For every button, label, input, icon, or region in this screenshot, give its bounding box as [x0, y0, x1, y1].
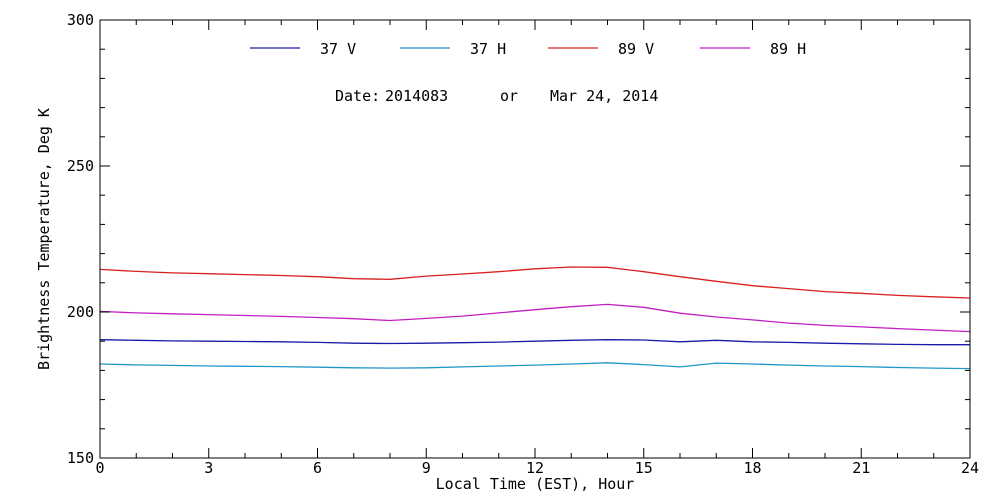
date-label: Date:: [335, 87, 380, 105]
x-tick-label: 15: [635, 459, 653, 477]
legend-label-37-h: 37 H: [470, 40, 506, 58]
x-tick-label: 18: [743, 459, 761, 477]
legend: 37 V 37 H 89 V 89 H: [250, 40, 806, 58]
series-line-37-v: [99, 339, 970, 346]
y-tick-label: 300: [67, 11, 94, 29]
y-tick-label: 150: [67, 449, 94, 467]
date-code: 2014083: [385, 87, 448, 105]
x-tick-label: 9: [422, 459, 431, 477]
series-line-89-h: [99, 303, 971, 333]
legend-label-37-v: 37 V: [320, 40, 356, 58]
legend-label-89-h: 89 H: [770, 40, 806, 58]
tick-layer: 0 3 6 9 12 15 18 21 24 150 200 250 300: [67, 11, 979, 477]
x-tick-label: 6: [313, 459, 322, 477]
x-axis-title: Local Time (EST), Hour: [436, 475, 635, 493]
y-tick-label: 200: [67, 303, 94, 321]
legend-label-89-v: 89 V: [618, 40, 654, 58]
y-tick-label: 250: [67, 157, 94, 175]
date-text: Mar 24, 2014: [550, 87, 658, 105]
y-axis-title: Brightness Temperature, Deg K: [35, 108, 53, 370]
x-tick-label: 3: [204, 459, 213, 477]
plot-frame: [99, 19, 971, 459]
x-tick-label: 0: [95, 459, 104, 477]
series-line-37-h: [99, 362, 971, 370]
series-line-89-v: [99, 266, 971, 299]
date-connector: or: [500, 87, 518, 105]
x-tick-label: 12: [526, 459, 544, 477]
x-tick-label: 24: [961, 459, 979, 477]
series-layer: [99, 266, 971, 370]
x-tick-label: 21: [852, 459, 870, 477]
